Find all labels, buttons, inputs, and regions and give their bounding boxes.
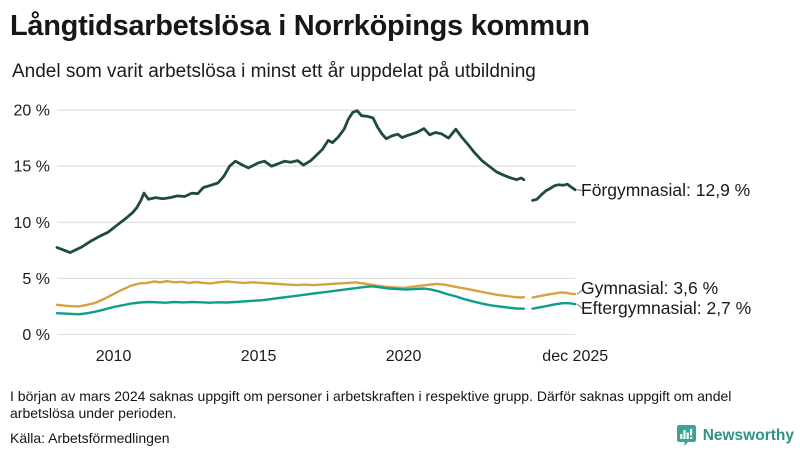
x-tick-label: 2015 [241, 348, 277, 365]
x-tick-label: 2020 [386, 348, 422, 365]
line-chart: 0 % 5 % 10 % 15 % 20 % 2010 2015 2020 dec 2025 Fö… [14, 103, 752, 365]
series-end-label-forgymnasial: Förgymnasial: 12,9 % [581, 180, 750, 200]
newsworthy-brand: Newsworthy [676, 424, 794, 447]
series-line-forgymnasial [55, 109, 526, 254]
y-tick-label: 15 % [14, 159, 50, 176]
series-line-eftergymnasial [55, 285, 526, 316]
source-line: Källa: Arbetsförmedlingen [10, 430, 170, 446]
label-connector-gymnasial [576, 288, 584, 295]
brand-name: Newsworthy [702, 426, 794, 444]
series-line-gymnasial [55, 280, 526, 308]
y-tick-label: 20 % [14, 103, 50, 120]
series-line-eftergymnasial [531, 301, 577, 310]
chart-footnote: I början av mars 2024 saknas uppgift om … [10, 388, 732, 421]
newsworthy-logo-icon [676, 425, 696, 446]
series-line-gymnasial [531, 291, 577, 299]
page-title: Långtidsarbetslösa i Norrköpings kommun [10, 10, 590, 42]
label-connector-forgymnasial [577, 189, 584, 192]
y-tick-label: 0 % [22, 327, 50, 344]
series-line-forgymnasial [531, 182, 577, 202]
y-tick-label: 5 % [22, 271, 50, 288]
x-tick-label: 2010 [96, 348, 132, 365]
y-tick-label: 10 % [14, 215, 50, 232]
series-end-label-gymnasial: Gymnasial: 3,6 % [581, 278, 718, 298]
label-connector-eftergymnasial [576, 303, 584, 310]
x-tick-label: dec 2025 [542, 348, 608, 365]
chart-subtitle: Andel som varit arbetslösa i minst ett å… [12, 61, 536, 82]
series-end-label-eftergymnasial: Eftergymnasial: 2,7 % [581, 298, 751, 318]
